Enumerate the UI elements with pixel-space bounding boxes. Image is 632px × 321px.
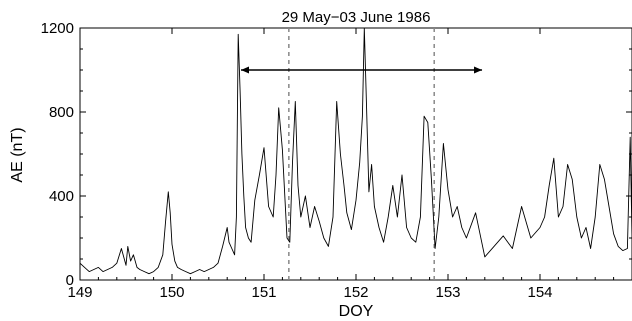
ae-series-line [79, 27, 632, 275]
chart-title: 29 May−03 June 1986 [282, 9, 431, 26]
x-axis-title: DOY [339, 303, 374, 320]
y-tick-label: 400 [49, 188, 74, 205]
y-tick-label: 0 [66, 272, 74, 289]
x-tick-label: 154 [527, 284, 552, 301]
y-axis-title: AE (nT) [9, 127, 26, 182]
y-tick-label: 800 [49, 104, 74, 121]
plot-area: 149 150 151 152 153 154 0 400 800 1200 [41, 20, 632, 301]
x-tick-label: 149 [67, 284, 92, 301]
y-tick-label: 1200 [41, 20, 74, 37]
x-tick-label: 151 [251, 284, 276, 301]
x-tick-label: 153 [435, 284, 460, 301]
plot-frame [79, 27, 632, 281]
x-tick-label: 150 [159, 284, 184, 301]
x-tick-label: 152 [343, 284, 368, 301]
period-arrow-head-left [241, 66, 249, 74]
period-arrow-head-right [474, 66, 483, 74]
